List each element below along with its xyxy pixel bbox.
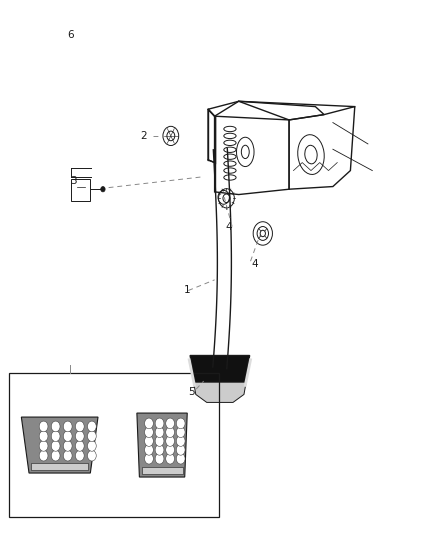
- Circle shape: [166, 427, 174, 438]
- Circle shape: [88, 450, 96, 461]
- Circle shape: [166, 418, 174, 429]
- Circle shape: [177, 436, 185, 447]
- Circle shape: [145, 454, 153, 464]
- Circle shape: [101, 187, 105, 192]
- Text: 3: 3: [70, 176, 77, 186]
- Circle shape: [166, 454, 174, 464]
- Circle shape: [51, 421, 60, 432]
- Circle shape: [64, 421, 72, 432]
- Polygon shape: [141, 467, 183, 474]
- Circle shape: [145, 445, 153, 455]
- Circle shape: [75, 421, 84, 432]
- Circle shape: [39, 441, 48, 451]
- Circle shape: [75, 431, 84, 441]
- Circle shape: [51, 441, 60, 451]
- Polygon shape: [21, 417, 98, 473]
- Circle shape: [88, 441, 96, 451]
- Text: 1: 1: [184, 286, 191, 295]
- Circle shape: [145, 418, 153, 429]
- Text: 2: 2: [140, 131, 147, 141]
- Text: 5: 5: [188, 387, 195, 397]
- Circle shape: [64, 431, 72, 441]
- Circle shape: [75, 450, 84, 461]
- Circle shape: [166, 445, 174, 455]
- Bar: [71, 179, 90, 201]
- Circle shape: [155, 454, 164, 464]
- Circle shape: [177, 454, 185, 464]
- Circle shape: [145, 436, 153, 447]
- Circle shape: [51, 450, 60, 461]
- Polygon shape: [31, 463, 88, 470]
- Bar: [9, 373, 219, 517]
- Circle shape: [145, 427, 153, 438]
- Circle shape: [39, 431, 48, 441]
- Text: 6: 6: [67, 30, 74, 39]
- Text: 4: 4: [226, 222, 232, 231]
- Circle shape: [64, 441, 72, 451]
- Circle shape: [177, 427, 185, 438]
- Polygon shape: [137, 413, 187, 477]
- Circle shape: [64, 450, 72, 461]
- Circle shape: [177, 445, 185, 455]
- Circle shape: [88, 421, 96, 432]
- Circle shape: [166, 436, 174, 447]
- Circle shape: [75, 441, 84, 451]
- Circle shape: [155, 427, 164, 438]
- Polygon shape: [194, 382, 246, 402]
- Circle shape: [155, 418, 164, 429]
- Circle shape: [88, 431, 96, 441]
- Circle shape: [51, 431, 60, 441]
- Text: 4: 4: [252, 259, 258, 269]
- Circle shape: [39, 450, 48, 461]
- Polygon shape: [190, 356, 250, 394]
- Circle shape: [155, 436, 164, 447]
- Circle shape: [155, 445, 164, 455]
- Circle shape: [177, 418, 185, 429]
- Circle shape: [39, 421, 48, 432]
